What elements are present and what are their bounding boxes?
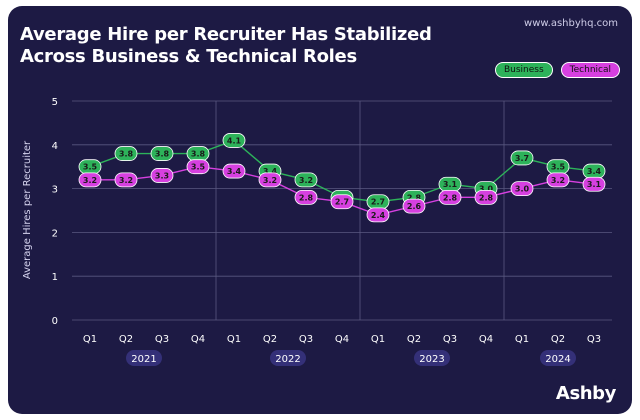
x-tick-label: Q4 <box>335 334 349 345</box>
technical-point <box>366 207 390 223</box>
technical-data-label: 2.7 <box>335 198 349 207</box>
technical-data-label: 2.8 <box>299 193 314 202</box>
technical-point <box>150 168 174 183</box>
x-tick-label: Q4 <box>191 334 205 345</box>
technical-point <box>294 189 318 205</box>
x-tick-label: Q3 <box>443 334 457 345</box>
technical-point <box>474 189 498 205</box>
x-tick-label: Q1 <box>515 334 529 345</box>
technical-point <box>546 172 570 188</box>
technical-data-label: 3.1 <box>587 180 602 189</box>
technical-data-label: 3.4 <box>227 167 242 176</box>
chart-title-line1: Average Hire per Recruiter Has Stabilize… <box>20 24 432 45</box>
x-tick-label: Q2 <box>119 334 133 345</box>
business-data-label: 2.7 <box>371 198 385 207</box>
chart-card: Average Hire per Recruiter Has Stabilize… <box>8 6 632 414</box>
y-tick-label: 1 <box>52 272 58 283</box>
business-data-label: 2.8 <box>407 193 422 202</box>
business-data-label: 3.4 <box>263 167 278 176</box>
business-point <box>294 172 318 188</box>
technical-data-label: 3.2 <box>263 176 277 185</box>
technical-point <box>258 172 282 188</box>
business-data-label: 3.8 <box>191 150 206 159</box>
technical-data-label: 3.3 <box>155 171 169 180</box>
business-data-label: 3.5 <box>83 163 98 172</box>
x-tick-label: Q2 <box>407 334 421 345</box>
x-tick-label: Q1 <box>83 334 97 345</box>
year-label: 2024 <box>545 354 570 365</box>
technical-point <box>438 189 462 205</box>
legend-technical: Technical <box>560 62 620 78</box>
year-label: 2022 <box>275 354 300 365</box>
technical-point <box>186 159 210 175</box>
technical-point <box>222 163 246 179</box>
technical-point <box>114 172 138 188</box>
x-tick-label: Q2 <box>551 334 565 345</box>
technical-data-label: 3.0 <box>515 185 530 194</box>
x-tick-label: Q1 <box>371 334 385 345</box>
year-pill <box>540 350 576 366</box>
business-data-label: 3.1 <box>443 180 458 189</box>
business-data-label: 3.7 <box>515 154 529 163</box>
ashby-logo: Ashby <box>555 383 616 404</box>
business-data-label: 3.0 <box>479 185 494 194</box>
business-point <box>114 146 138 161</box>
technical-point <box>402 198 426 214</box>
y-tick-label: 5 <box>52 97 58 108</box>
x-tick-label: Q4 <box>479 334 493 345</box>
technical-point <box>582 176 606 192</box>
x-tick-label: Q1 <box>227 334 241 345</box>
x-tick-label: Q3 <box>587 334 601 345</box>
year-pill <box>414 350 450 366</box>
business-data-label: 4.1 <box>227 136 242 145</box>
technical-point <box>510 181 534 197</box>
technical-data-label: 2.8 <box>479 193 494 202</box>
business-point <box>222 133 246 148</box>
year-pill <box>126 350 162 366</box>
technical-data-label: 3.2 <box>119 176 133 185</box>
technical-data-label: 2.8 <box>443 193 458 202</box>
year-pill <box>270 350 306 366</box>
technical-data-label: 3.2 <box>83 176 97 185</box>
technical-data-label: 3.5 <box>191 163 206 172</box>
chart-title-line2: Across Business & Technical Roles <box>20 46 357 67</box>
business-data-label: 3.4 <box>587 167 602 176</box>
business-data-label: 3.8 <box>119 150 134 159</box>
business-point <box>150 146 174 161</box>
x-tick-label: Q3 <box>155 334 169 345</box>
y-tick-label: 2 <box>52 228 58 239</box>
x-tick-label: Q2 <box>263 334 277 345</box>
x-tick-label: Q3 <box>299 334 313 345</box>
y-tick-label: 3 <box>52 185 58 196</box>
legend-business: Business <box>494 62 553 78</box>
site-url[interactable]: www.ashbyhq.com <box>524 18 618 29</box>
legend: Business Technical <box>494 62 620 78</box>
technical-point <box>78 172 102 188</box>
technical-data-label: 2.6 <box>407 202 422 211</box>
chart-title: Average Hire per Recruiter Has Stabilize… <box>20 24 440 68</box>
technical-data-label: 3.2 <box>551 176 565 185</box>
business-data-label: 3.8 <box>155 150 170 159</box>
year-label: 2021 <box>131 354 156 365</box>
y-axis-label: Average Hires per Recruiter <box>22 140 33 279</box>
business-data-label: 3.2 <box>299 176 313 185</box>
technical-data-label: 2.4 <box>371 211 386 220</box>
technical-point <box>330 194 354 210</box>
y-tick-label: 4 <box>52 141 58 152</box>
business-data-label: 3.5 <box>551 163 566 172</box>
y-tick-label: 0 <box>52 316 58 327</box>
business-point <box>510 150 534 166</box>
year-label: 2023 <box>419 354 444 365</box>
